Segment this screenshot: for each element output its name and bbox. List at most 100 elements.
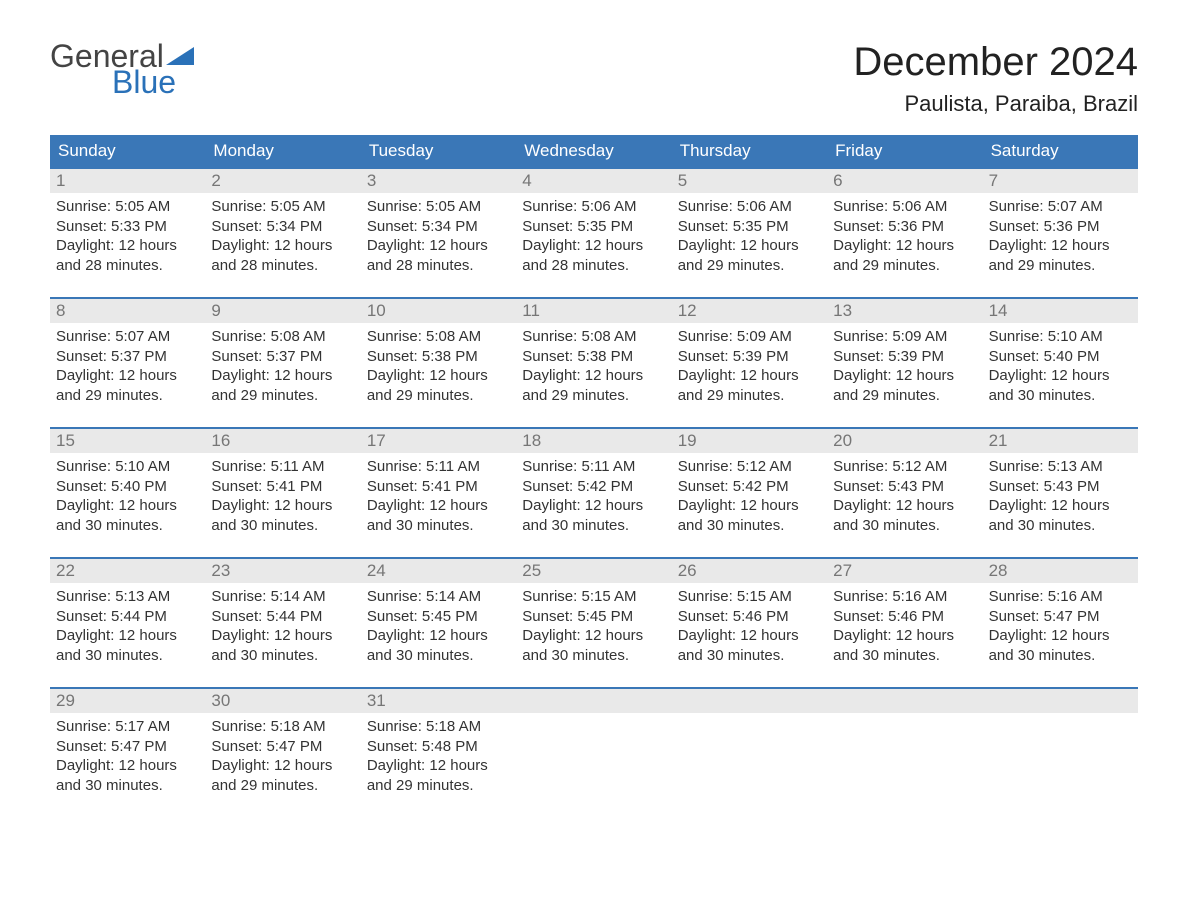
day-number: 6 [827, 169, 982, 193]
day-cell: Sunrise: 5:10 AMSunset: 5:40 PMDaylight:… [50, 453, 205, 543]
logo-text-blue: Blue [112, 66, 194, 98]
day-line: Sunrise: 5:13 AM [989, 457, 1132, 477]
day-header: Wednesday [516, 135, 671, 167]
day-number: 30 [205, 689, 360, 713]
day-line: and 29 minutes. [833, 256, 976, 276]
day-line: Sunset: 5:44 PM [56, 607, 199, 627]
day-header: Thursday [672, 135, 827, 167]
day-line: Sunset: 5:39 PM [833, 347, 976, 367]
day-number: 19 [672, 429, 827, 453]
day-line: Sunrise: 5:17 AM [56, 717, 199, 737]
day-number [827, 689, 982, 713]
day-number [672, 689, 827, 713]
day-line: and 30 minutes. [56, 516, 199, 536]
day-line: and 28 minutes. [211, 256, 354, 276]
day-line: Daylight: 12 hours [211, 626, 354, 646]
location-subtitle: Paulista, Paraiba, Brazil [853, 91, 1138, 117]
day-line: Daylight: 12 hours [56, 496, 199, 516]
day-number: 10 [361, 299, 516, 323]
day-number: 13 [827, 299, 982, 323]
day-line: Sunset: 5:34 PM [211, 217, 354, 237]
day-line: and 30 minutes. [367, 646, 510, 666]
day-number: 21 [983, 429, 1138, 453]
day-line: Sunrise: 5:11 AM [367, 457, 510, 477]
day-line: Sunset: 5:40 PM [989, 347, 1132, 367]
day-cell: Sunrise: 5:13 AMSunset: 5:44 PMDaylight:… [50, 583, 205, 673]
day-line: Sunset: 5:35 PM [522, 217, 665, 237]
day-line: Daylight: 12 hours [989, 626, 1132, 646]
day-line: Sunset: 5:41 PM [367, 477, 510, 497]
day-number: 7 [983, 169, 1138, 193]
day-number: 15 [50, 429, 205, 453]
day-line: and 28 minutes. [56, 256, 199, 276]
day-line: Sunset: 5:45 PM [367, 607, 510, 627]
day-cell: Sunrise: 5:12 AMSunset: 5:42 PMDaylight:… [672, 453, 827, 543]
day-line: Daylight: 12 hours [211, 756, 354, 776]
day-cell: Sunrise: 5:15 AMSunset: 5:45 PMDaylight:… [516, 583, 671, 673]
day-cell: Sunrise: 5:06 AMSunset: 5:35 PMDaylight:… [516, 193, 671, 283]
day-line: Sunset: 5:45 PM [522, 607, 665, 627]
day-line: Daylight: 12 hours [833, 236, 976, 256]
day-line: Sunrise: 5:11 AM [211, 457, 354, 477]
day-number: 16 [205, 429, 360, 453]
day-line: and 29 minutes. [211, 386, 354, 406]
day-cell: Sunrise: 5:08 AMSunset: 5:38 PMDaylight:… [361, 323, 516, 413]
day-number [516, 689, 671, 713]
day-header: Tuesday [361, 135, 516, 167]
day-line: Daylight: 12 hours [989, 496, 1132, 516]
day-cell: Sunrise: 5:11 AMSunset: 5:42 PMDaylight:… [516, 453, 671, 543]
day-line: and 30 minutes. [678, 516, 821, 536]
day-line: Sunset: 5:43 PM [989, 477, 1132, 497]
day-line: and 29 minutes. [678, 386, 821, 406]
day-line: and 30 minutes. [211, 646, 354, 666]
day-cell: Sunrise: 5:12 AMSunset: 5:43 PMDaylight:… [827, 453, 982, 543]
day-cell: Sunrise: 5:09 AMSunset: 5:39 PMDaylight:… [672, 323, 827, 413]
day-line: Sunset: 5:46 PM [678, 607, 821, 627]
day-line: Sunrise: 5:07 AM [989, 197, 1132, 217]
day-line: Sunrise: 5:18 AM [367, 717, 510, 737]
day-cell: Sunrise: 5:05 AMSunset: 5:34 PMDaylight:… [205, 193, 360, 283]
day-line: and 30 minutes. [367, 516, 510, 536]
day-line: Daylight: 12 hours [211, 366, 354, 386]
day-line: Sunset: 5:36 PM [989, 217, 1132, 237]
day-line: Sunrise: 5:10 AM [56, 457, 199, 477]
month-title: December 2024 [853, 40, 1138, 85]
day-line: Daylight: 12 hours [833, 366, 976, 386]
day-line: Sunset: 5:47 PM [56, 737, 199, 757]
day-line: Sunset: 5:43 PM [833, 477, 976, 497]
day-header: Saturday [983, 135, 1138, 167]
day-cell: Sunrise: 5:18 AMSunset: 5:47 PMDaylight:… [205, 713, 360, 803]
day-line: and 29 minutes. [678, 256, 821, 276]
day-cell: Sunrise: 5:18 AMSunset: 5:48 PMDaylight:… [361, 713, 516, 803]
day-cell: Sunrise: 5:05 AMSunset: 5:33 PMDaylight:… [50, 193, 205, 283]
day-line: and 28 minutes. [367, 256, 510, 276]
day-line: Sunset: 5:39 PM [678, 347, 821, 367]
day-line: Sunrise: 5:06 AM [833, 197, 976, 217]
day-line: and 29 minutes. [367, 386, 510, 406]
day-line: Sunrise: 5:18 AM [211, 717, 354, 737]
day-number: 3 [361, 169, 516, 193]
day-cell: Sunrise: 5:05 AMSunset: 5:34 PMDaylight:… [361, 193, 516, 283]
day-line: Sunrise: 5:08 AM [367, 327, 510, 347]
day-line: Sunset: 5:38 PM [367, 347, 510, 367]
day-line: Sunset: 5:42 PM [678, 477, 821, 497]
day-line: Daylight: 12 hours [367, 756, 510, 776]
day-line: and 30 minutes. [522, 646, 665, 666]
day-line: Sunrise: 5:12 AM [678, 457, 821, 477]
day-line: Sunrise: 5:14 AM [367, 587, 510, 607]
day-line: Daylight: 12 hours [678, 236, 821, 256]
day-line: Sunrise: 5:14 AM [211, 587, 354, 607]
day-line: Daylight: 12 hours [833, 496, 976, 516]
day-number: 22 [50, 559, 205, 583]
day-cell: Sunrise: 5:07 AMSunset: 5:36 PMDaylight:… [983, 193, 1138, 283]
day-number: 28 [983, 559, 1138, 583]
day-number: 5 [672, 169, 827, 193]
day-number: 14 [983, 299, 1138, 323]
day-header: Monday [205, 135, 360, 167]
day-line: Sunrise: 5:15 AM [678, 587, 821, 607]
day-line: Daylight: 12 hours [367, 236, 510, 256]
day-line: Daylight: 12 hours [522, 236, 665, 256]
day-cell: Sunrise: 5:15 AMSunset: 5:46 PMDaylight:… [672, 583, 827, 673]
day-number [983, 689, 1138, 713]
day-line: Daylight: 12 hours [56, 626, 199, 646]
